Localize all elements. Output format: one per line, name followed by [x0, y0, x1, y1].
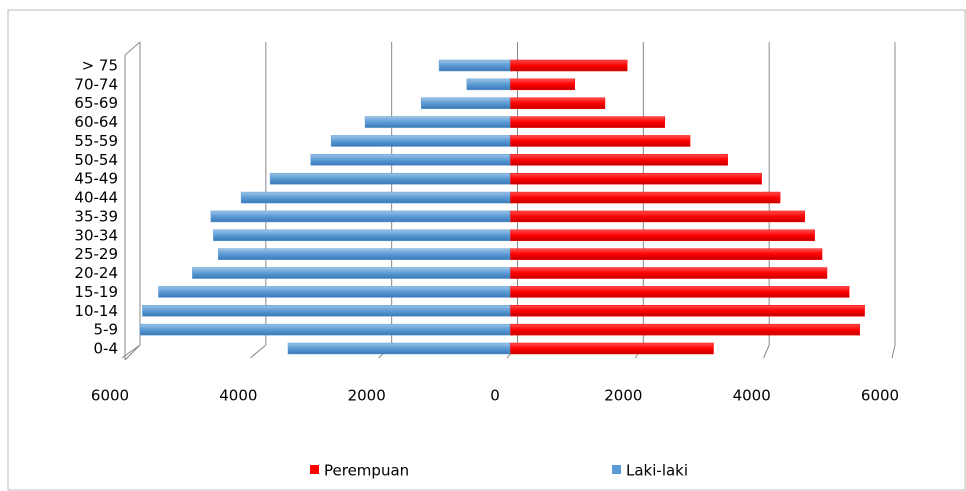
bar — [240, 191, 511, 204]
bar — [364, 116, 511, 128]
y-tick-label: 30-34 — [74, 226, 118, 244]
grid-line — [121, 344, 141, 359]
x-tick-label: 0 — [490, 387, 500, 405]
bar — [269, 172, 511, 185]
bar — [158, 286, 511, 298]
y-tick-label: 35-39 — [74, 207, 118, 225]
x-tick-label: 6000 — [91, 387, 129, 405]
bar — [192, 267, 511, 279]
x-tick-label: 6000 — [861, 387, 899, 405]
y-tick-label: 65-69 — [74, 94, 118, 112]
bar — [509, 248, 823, 260]
bar — [509, 191, 781, 204]
y-tick-label: 40-44 — [74, 189, 118, 207]
bar — [213, 229, 511, 242]
x-tick-label: 4000 — [733, 387, 771, 405]
x-tick-label: 4000 — [219, 387, 257, 405]
y-tick-label: 5-9 — [94, 321, 119, 339]
bar — [509, 210, 806, 223]
grid-line — [250, 344, 267, 359]
legend-swatch — [612, 465, 621, 474]
y-tick-label: 15-19 — [74, 283, 118, 301]
y-tick-label: 45-49 — [74, 170, 118, 188]
bar — [438, 59, 511, 72]
y-tick-label: 20-24 — [74, 264, 118, 282]
bar — [210, 210, 511, 223]
legend-swatch — [310, 465, 319, 474]
y-tick-label: > 75 — [82, 57, 118, 75]
y-tick-label: 55-59 — [74, 132, 118, 150]
y-tick-label: 50-54 — [74, 151, 118, 169]
bar — [310, 154, 511, 166]
bar — [509, 78, 575, 91]
bar — [509, 154, 728, 166]
y-tick-label: 10-14 — [74, 302, 118, 320]
x-tick-label: 2000 — [604, 387, 642, 405]
legend-label: Laki-laki — [626, 462, 688, 480]
y-tick-label: 70-74 — [74, 75, 118, 93]
bar — [509, 267, 828, 279]
bar — [420, 97, 511, 109]
bar — [509, 229, 815, 242]
bar — [330, 135, 511, 147]
axis-wall — [124, 344, 141, 361]
axis-wall — [124, 41, 141, 56]
bar — [509, 172, 762, 185]
bar — [509, 305, 865, 317]
bar — [509, 97, 606, 109]
bar — [287, 342, 511, 355]
x-tick-label: 2000 — [348, 387, 386, 405]
bar — [509, 59, 628, 72]
bar — [142, 305, 511, 317]
bar — [139, 323, 511, 336]
bar — [509, 342, 714, 355]
legend-label: Perempuan — [324, 462, 409, 480]
y-tick-label: 25-29 — [74, 245, 118, 263]
grid-line — [891, 344, 896, 359]
bar — [509, 323, 860, 336]
y-tick-label: 0-4 — [94, 340, 119, 358]
bar — [509, 286, 850, 298]
y-tick-label: 60-64 — [74, 113, 118, 131]
bar — [509, 116, 666, 128]
grid-line — [763, 344, 770, 359]
bar — [466, 78, 511, 91]
bar — [509, 135, 691, 147]
bar — [218, 248, 511, 260]
